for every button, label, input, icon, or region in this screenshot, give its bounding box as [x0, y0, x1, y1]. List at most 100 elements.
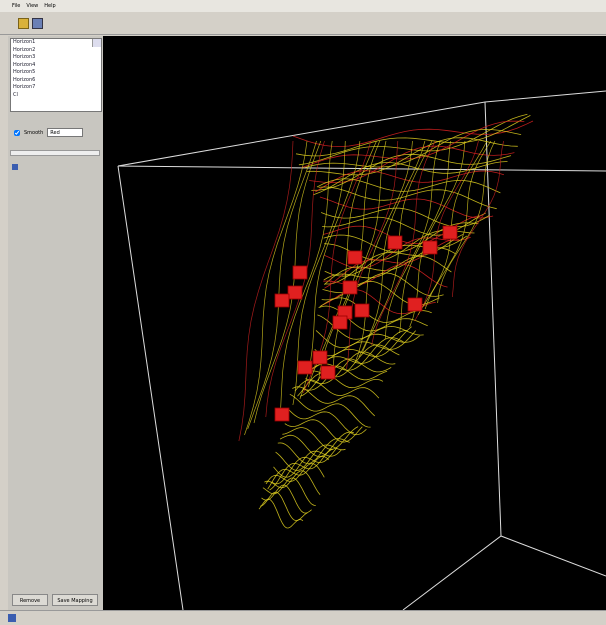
layer-item[interactable]: Horizon6 [13, 76, 36, 83]
save-icon[interactable] [32, 18, 43, 29]
contour [451, 140, 504, 298]
contour [299, 140, 361, 400]
contour [262, 477, 316, 506]
layer-item[interactable]: Horizon7 [13, 84, 36, 90]
contour [292, 120, 534, 148]
marker-cube [274, 407, 290, 422]
marker-cube [320, 365, 336, 380]
contour [269, 448, 333, 491]
contour [313, 161, 508, 196]
marker-cube [274, 293, 290, 308]
menu-item[interactable]: File [12, 3, 21, 9]
layer-item[interactable]: Cl [13, 91, 18, 98]
toolbar [0, 12, 606, 35]
layer-item[interactable]: Horizon5 [13, 69, 36, 75]
status-bar [0, 610, 606, 625]
contour [384, 140, 441, 340]
contour [279, 431, 354, 457]
side-panel: Horizon1 Horizon2 Horizon3 Horizon4 Hori… [8, 36, 104, 610]
marker-cube [297, 360, 313, 375]
contour [292, 140, 346, 406]
color-select[interactable]: Red [47, 128, 84, 137]
menu-bar: File View Help [0, 0, 606, 12]
contour [289, 393, 371, 428]
slider[interactable] [10, 150, 100, 156]
scrollbar[interactable] [92, 39, 101, 47]
contour [304, 128, 522, 169]
contour [320, 207, 490, 228]
contour [258, 498, 304, 529]
marker-cube [387, 235, 403, 250]
contour [299, 365, 388, 397]
marker-cube [292, 265, 308, 280]
contour [238, 140, 294, 442]
contour [319, 196, 494, 219]
contour [324, 233, 464, 285]
contour [316, 178, 501, 194]
contour [358, 140, 426, 358]
contour [271, 447, 338, 485]
contour [319, 297, 432, 323]
save-mapping-button[interactable]: Save Mapping [52, 594, 98, 606]
3d-viewport[interactable] [103, 36, 606, 610]
marker-cube [354, 303, 370, 318]
status-icon [8, 614, 16, 622]
layer-item[interactable]: Horizon3 [13, 54, 36, 60]
contour [295, 115, 531, 157]
contour [277, 438, 350, 464]
contour [261, 484, 312, 514]
menu-item[interactable]: View [26, 3, 39, 9]
layer-item[interactable]: Horizon1 [13, 39, 36, 45]
contour [311, 330, 408, 370]
contour [315, 330, 420, 349]
contour [253, 140, 322, 424]
contour [318, 305, 428, 332]
contour [332, 140, 387, 376]
contour [307, 140, 377, 388]
contour [287, 407, 367, 436]
smooth-label: Smooth [24, 129, 44, 136]
menu-item[interactable]: Help [44, 3, 56, 9]
contour [302, 358, 392, 391]
contour [301, 120, 525, 168]
open-icon[interactable] [18, 18, 29, 29]
layer-item[interactable]: Horizon4 [13, 61, 36, 68]
marker-cube [332, 315, 348, 330]
contour [437, 140, 496, 304]
contour [399, 140, 451, 334]
contour [264, 470, 321, 495]
contour [424, 140, 492, 310]
contour [247, 140, 317, 430]
bounding-box [117, 90, 606, 610]
remove-button[interactable]: Remove [12, 594, 48, 606]
smooth-checkbox[interactable] [14, 129, 20, 136]
marker-cube [342, 280, 358, 295]
contour [414, 140, 479, 322]
contour [297, 372, 384, 397]
marker-cube [287, 285, 303, 300]
contour [267, 455, 329, 490]
marker-cube [312, 350, 328, 365]
contour [280, 140, 333, 412]
contour [354, 140, 413, 364]
marker-cubes [274, 225, 458, 422]
marker-cube [422, 240, 438, 255]
marker-cube [407, 297, 423, 312]
contour [284, 419, 363, 443]
contour [265, 463, 325, 485]
contour [282, 426, 359, 450]
marker-cube [442, 225, 458, 240]
contour [275, 444, 346, 471]
contour [409, 140, 466, 328]
contour [346, 140, 399, 370]
layer-item[interactable]: Horizon2 [13, 46, 36, 53]
contour [323, 255, 452, 281]
contour [314, 330, 417, 357]
contour [244, 140, 308, 436]
marker-cube [347, 250, 363, 265]
contour [292, 386, 375, 417]
contour [371, 140, 436, 346]
node-icon[interactable] [12, 164, 18, 170]
viewport-bg [103, 36, 606, 610]
